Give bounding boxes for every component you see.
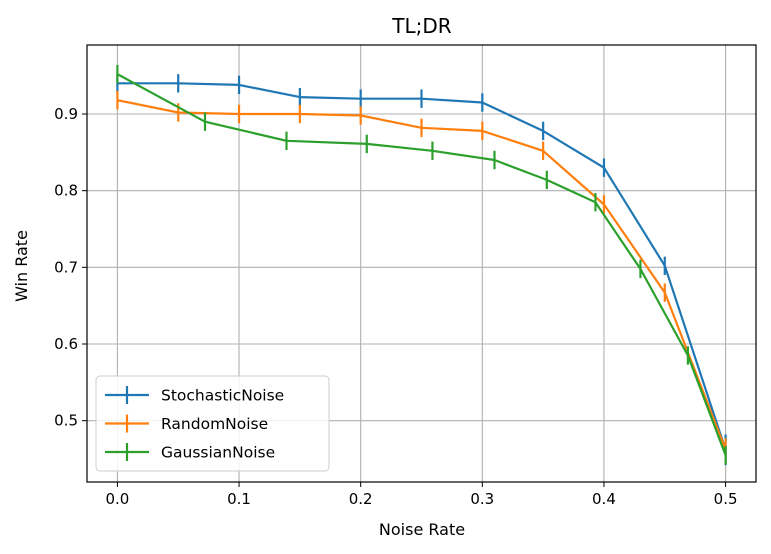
axis-ticks: 0.0 0.1 0.2 0.3 0.4 0.5 0.5 0.6 0.7 0.8 0.9 bbox=[54, 105, 737, 508]
y-tick-label: 0.5 bbox=[54, 412, 78, 430]
x-axis-label: Noise Rate bbox=[379, 520, 465, 539]
x-tick-label: 0.4 bbox=[592, 490, 616, 508]
y-tick-label: 0.9 bbox=[54, 105, 78, 123]
series-group bbox=[116, 64, 727, 466]
legend-label-randomnoise: RandomNoise bbox=[161, 415, 268, 433]
x-tick-label: 0.5 bbox=[714, 490, 738, 508]
y-tick-label: 0.6 bbox=[54, 335, 78, 353]
legend-box bbox=[95, 375, 330, 472]
legend: StochasticNoise RandomNoise GaussianNoise bbox=[95, 375, 330, 472]
y-tick-label: 0.8 bbox=[54, 182, 78, 200]
legend-label-stochasticnoise: StochasticNoise bbox=[161, 387, 284, 405]
y-tick-label: 0.7 bbox=[54, 258, 78, 276]
x-tick-label: 0.0 bbox=[105, 490, 129, 508]
x-tick-label: 0.2 bbox=[349, 490, 373, 508]
x-tick-label: 0.3 bbox=[470, 490, 494, 508]
chart-title: TL;DR bbox=[391, 14, 451, 38]
y-axis-label: Win Rate bbox=[12, 230, 31, 302]
x-tick-label: 0.1 bbox=[227, 490, 251, 508]
legend-label-gaussiannoise: GaussianNoise bbox=[161, 444, 275, 462]
series-gaussiannoise bbox=[116, 64, 727, 465]
plot-frame bbox=[86, 44, 757, 483]
